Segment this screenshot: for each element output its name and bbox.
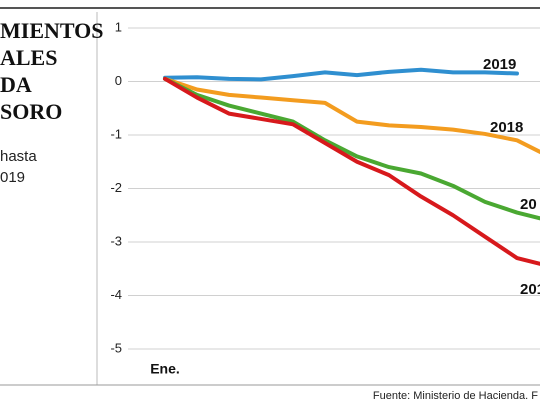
- series-line: [163, 67, 519, 82]
- series-line: [163, 76, 540, 155]
- title-line: DA: [0, 72, 32, 97]
- series-label: 201: [520, 281, 540, 298]
- y-tick-label: -3: [110, 233, 122, 248]
- subtitle-line: hasta: [0, 148, 37, 165]
- source: Fuente: Ministerio de Hacienda. F: [373, 390, 538, 402]
- series-label: 2019: [483, 56, 516, 73]
- y-tick-label: 1: [115, 19, 122, 34]
- series-label: 20: [520, 196, 537, 213]
- y-tick-label: -5: [110, 340, 122, 355]
- series-line: [163, 76, 540, 221]
- title-line: ALES: [0, 45, 57, 70]
- title-line: SORO: [0, 99, 62, 124]
- title-line: MIENTOS: [0, 18, 104, 43]
- y-tick-label: -1: [110, 126, 122, 141]
- y-tick-label: -2: [110, 180, 122, 195]
- series-line: [163, 76, 540, 266]
- x-tick-label: Ene.: [150, 361, 180, 377]
- y-tick-label: 0: [115, 73, 122, 88]
- subtitle-line: 019: [0, 169, 25, 186]
- y-tick-label: -4: [110, 287, 122, 302]
- series-label: 2018: [490, 119, 523, 136]
